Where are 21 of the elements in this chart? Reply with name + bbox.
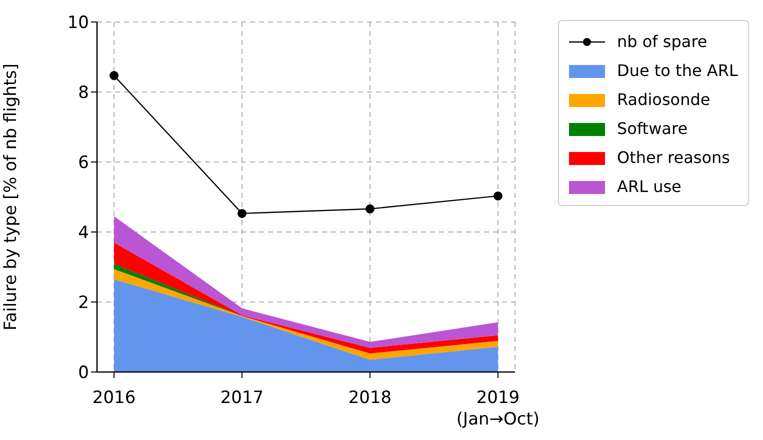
y-tick-label: 2 bbox=[78, 293, 89, 314]
point bbox=[110, 71, 119, 80]
y-tick-label: 4 bbox=[78, 223, 89, 244]
y-tick-label: 8 bbox=[78, 83, 89, 104]
legend-label: Due to the ARL bbox=[617, 61, 738, 80]
legend-label: Radiosonde bbox=[617, 90, 710, 109]
legend-label: Software bbox=[617, 119, 688, 138]
x-tick-label: 2016 bbox=[92, 388, 136, 408]
y-tick-label: 10 bbox=[67, 13, 89, 34]
point bbox=[238, 208, 247, 218]
x-tick-label: 2017 bbox=[220, 388, 264, 408]
point bbox=[493, 191, 502, 200]
x-tick-label: 2018 bbox=[348, 388, 392, 408]
point bbox=[365, 204, 374, 214]
y-tick-label: 0 bbox=[78, 363, 89, 384]
y-axis-title: Failure by type [% of nb flights] bbox=[1, 63, 22, 331]
y-tick-label: 6 bbox=[78, 153, 89, 174]
legend-label: ARL use bbox=[617, 177, 682, 196]
legend-label: Other reasons bbox=[617, 148, 730, 167]
x-tick-label: 2019 (Jan→Oct) bbox=[456, 388, 540, 430]
legend-label: nb of spare bbox=[617, 32, 708, 51]
